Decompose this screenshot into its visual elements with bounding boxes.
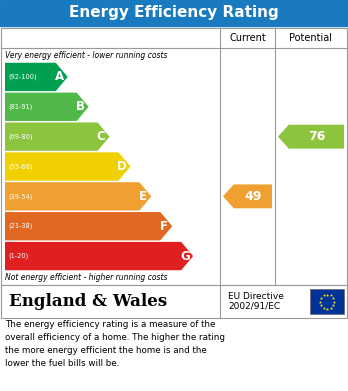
Text: Very energy efficient - lower running costs: Very energy efficient - lower running co… (5, 50, 167, 59)
Text: D: D (117, 160, 127, 173)
Text: Not energy efficient - higher running costs: Not energy efficient - higher running co… (5, 273, 167, 283)
Bar (1, 28, 347, 285)
Text: England & Wales: England & Wales (9, 293, 167, 310)
Text: C: C (97, 130, 105, 143)
Polygon shape (5, 212, 172, 240)
Bar (310, 289, 344, 314)
Text: The energy efficiency rating is a measure of the
overall efficiency of a home. T: The energy efficiency rating is a measur… (5, 320, 225, 368)
Text: (69-80): (69-80) (8, 133, 32, 140)
Text: (81-91): (81-91) (8, 104, 32, 110)
Text: A: A (55, 70, 64, 83)
Text: Current: Current (229, 33, 266, 43)
Text: 76: 76 (308, 130, 325, 143)
Text: (1-20): (1-20) (8, 253, 28, 259)
Polygon shape (278, 125, 344, 149)
Text: E: E (139, 190, 147, 203)
Polygon shape (5, 152, 130, 181)
Text: (21-38): (21-38) (8, 223, 32, 230)
Text: Energy Efficiency Rating: Energy Efficiency Rating (69, 5, 279, 20)
Text: G: G (180, 249, 190, 263)
Bar (0, 0, 348, 26)
Polygon shape (5, 182, 151, 210)
Text: (55-68): (55-68) (8, 163, 33, 170)
Text: Potential: Potential (290, 33, 332, 43)
Bar (1, 285, 347, 318)
Polygon shape (5, 122, 110, 151)
Text: 49: 49 (244, 190, 262, 203)
Text: EU Directive: EU Directive (228, 292, 284, 301)
Text: 2002/91/EC: 2002/91/EC (228, 302, 280, 311)
Text: F: F (160, 220, 168, 233)
Polygon shape (5, 242, 193, 270)
Text: B: B (76, 100, 85, 113)
Text: (39-54): (39-54) (8, 193, 32, 200)
Polygon shape (5, 93, 89, 121)
Text: (92-100): (92-100) (8, 74, 37, 80)
Polygon shape (5, 63, 68, 91)
Polygon shape (223, 185, 272, 208)
